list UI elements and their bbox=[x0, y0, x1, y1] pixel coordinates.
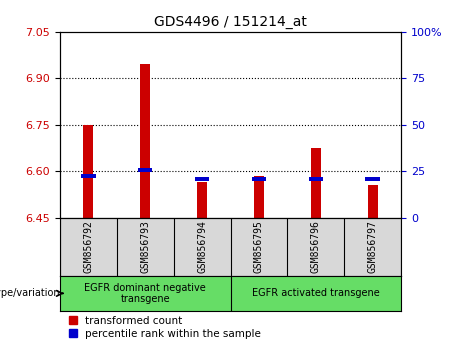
Bar bbox=[252, 177, 266, 181]
Text: genotype/variation: genotype/variation bbox=[0, 289, 60, 298]
Text: GSM856793: GSM856793 bbox=[140, 221, 150, 273]
Bar bbox=[367, 185, 378, 218]
Text: GSM856796: GSM856796 bbox=[311, 221, 321, 273]
Bar bbox=[83, 125, 94, 218]
Text: EGFR dominant negative
transgene: EGFR dominant negative transgene bbox=[84, 282, 206, 304]
Title: GDS4496 / 151214_at: GDS4496 / 151214_at bbox=[154, 16, 307, 29]
Text: EGFR activated transgene: EGFR activated transgene bbox=[252, 289, 380, 298]
Text: GSM856795: GSM856795 bbox=[254, 221, 264, 273]
Bar bbox=[138, 168, 153, 172]
Bar bbox=[311, 148, 321, 218]
Bar bbox=[254, 176, 264, 218]
Text: GSM856792: GSM856792 bbox=[83, 221, 94, 273]
Bar bbox=[308, 177, 323, 181]
Text: GSM856797: GSM856797 bbox=[367, 221, 378, 273]
Text: GSM856794: GSM856794 bbox=[197, 221, 207, 273]
Bar bbox=[140, 64, 150, 218]
Bar bbox=[81, 174, 95, 178]
Legend: transformed count, percentile rank within the sample: transformed count, percentile rank withi… bbox=[69, 316, 261, 339]
Bar bbox=[197, 182, 207, 218]
Bar bbox=[195, 177, 209, 181]
Bar bbox=[366, 177, 380, 181]
